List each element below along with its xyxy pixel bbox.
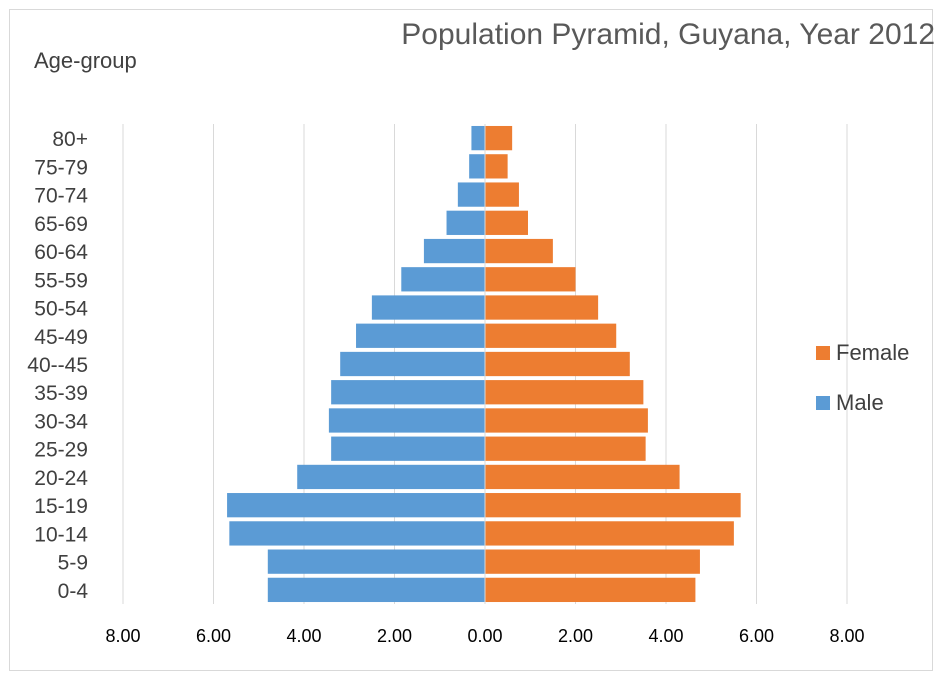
y-tick-label: 50-54 — [34, 298, 88, 321]
x-tick-label: 8.00 — [105, 626, 140, 646]
y-tick-label: 10-14 — [34, 523, 88, 546]
bar-female-65-69 — [485, 210, 528, 235]
legend: Female Male — [816, 340, 909, 440]
bar-male-25-29 — [331, 436, 485, 461]
legend-label-male: Male — [836, 390, 884, 415]
bar-male-50-54 — [371, 295, 485, 320]
bar-male-0-4 — [267, 577, 485, 603]
y-tick-label: 60-64 — [34, 241, 88, 264]
legend-item-female: Female — [816, 340, 909, 366]
bar-male-40--45 — [340, 351, 485, 377]
x-tick-label: 6.00 — [739, 626, 774, 646]
bar-male-15-19 — [227, 493, 485, 518]
y-tick-label: 55-59 — [34, 269, 88, 292]
legend-swatch-male — [816, 396, 830, 410]
y-tick-label: 30-34 — [34, 410, 88, 433]
y-tick-label: 65-69 — [34, 213, 88, 236]
y-tick-label: 70-74 — [34, 185, 88, 208]
bar-female-35-39 — [485, 380, 644, 405]
y-tick-label: 45-49 — [34, 326, 88, 349]
bar-female-5-9 — [485, 549, 700, 574]
bar-male-80+ — [471, 125, 485, 151]
chart-title: Population Pyramid, Guyana, Year 2012 — [401, 18, 935, 51]
bar-female-55-59 — [485, 267, 576, 292]
bar-male-30-34 — [328, 408, 485, 433]
bar-male-20-24 — [297, 464, 485, 490]
y-tick-label: 40--45 — [27, 354, 88, 377]
x-tick-label: 2.00 — [377, 626, 412, 646]
y-tick-label: 80+ — [52, 128, 88, 151]
bar-male-55-59 — [401, 267, 485, 292]
bar-female-70-74 — [485, 182, 519, 207]
bar-male-5-9 — [267, 549, 485, 574]
bar-female-40--45 — [485, 351, 630, 377]
y-tick-label: 75-79 — [34, 156, 88, 179]
bar-female-0-4 — [485, 577, 696, 603]
bar-male-70-74 — [457, 182, 485, 207]
x-tick-label: 0.00 — [467, 626, 502, 646]
legend-swatch-female — [816, 346, 830, 360]
bar-male-65-69 — [446, 210, 485, 235]
bar-female-15-19 — [485, 493, 741, 518]
y-tick-label: 15-19 — [34, 495, 88, 518]
bar-female-30-34 — [485, 408, 648, 433]
bar-female-60-64 — [485, 238, 553, 264]
x-tick-label: 2.00 — [558, 626, 593, 646]
y-tick-label: 25-29 — [34, 439, 88, 462]
legend-label-female: Female — [836, 340, 910, 365]
y-tick-label: 5-9 — [58, 552, 88, 575]
y-tick-label: 0-4 — [58, 580, 89, 603]
bar-male-35-39 — [331, 380, 485, 405]
bar-female-10-14 — [485, 521, 734, 546]
y-axis-label: Age-group — [34, 48, 137, 73]
bar-male-45-49 — [356, 323, 485, 348]
x-tick-label: 4.00 — [286, 626, 321, 646]
x-tick-label: 6.00 — [196, 626, 231, 646]
x-tick-label: 8.00 — [829, 626, 864, 646]
bar-male-75-79 — [469, 154, 485, 179]
legend-item-male: Male — [816, 390, 909, 416]
bar-male-10-14 — [229, 521, 485, 546]
y-tick-label: 20-24 — [34, 467, 88, 490]
bar-female-50-54 — [485, 295, 599, 320]
x-tick-label: 4.00 — [648, 626, 683, 646]
bar-male-60-64 — [423, 238, 485, 264]
y-tick-label: 35-39 — [34, 382, 88, 405]
bar-female-80+ — [485, 125, 513, 151]
bar-female-75-79 — [485, 154, 508, 179]
bar-female-20-24 — [485, 464, 680, 490]
bar-female-45-49 — [485, 323, 617, 348]
bar-female-25-29 — [485, 436, 646, 461]
